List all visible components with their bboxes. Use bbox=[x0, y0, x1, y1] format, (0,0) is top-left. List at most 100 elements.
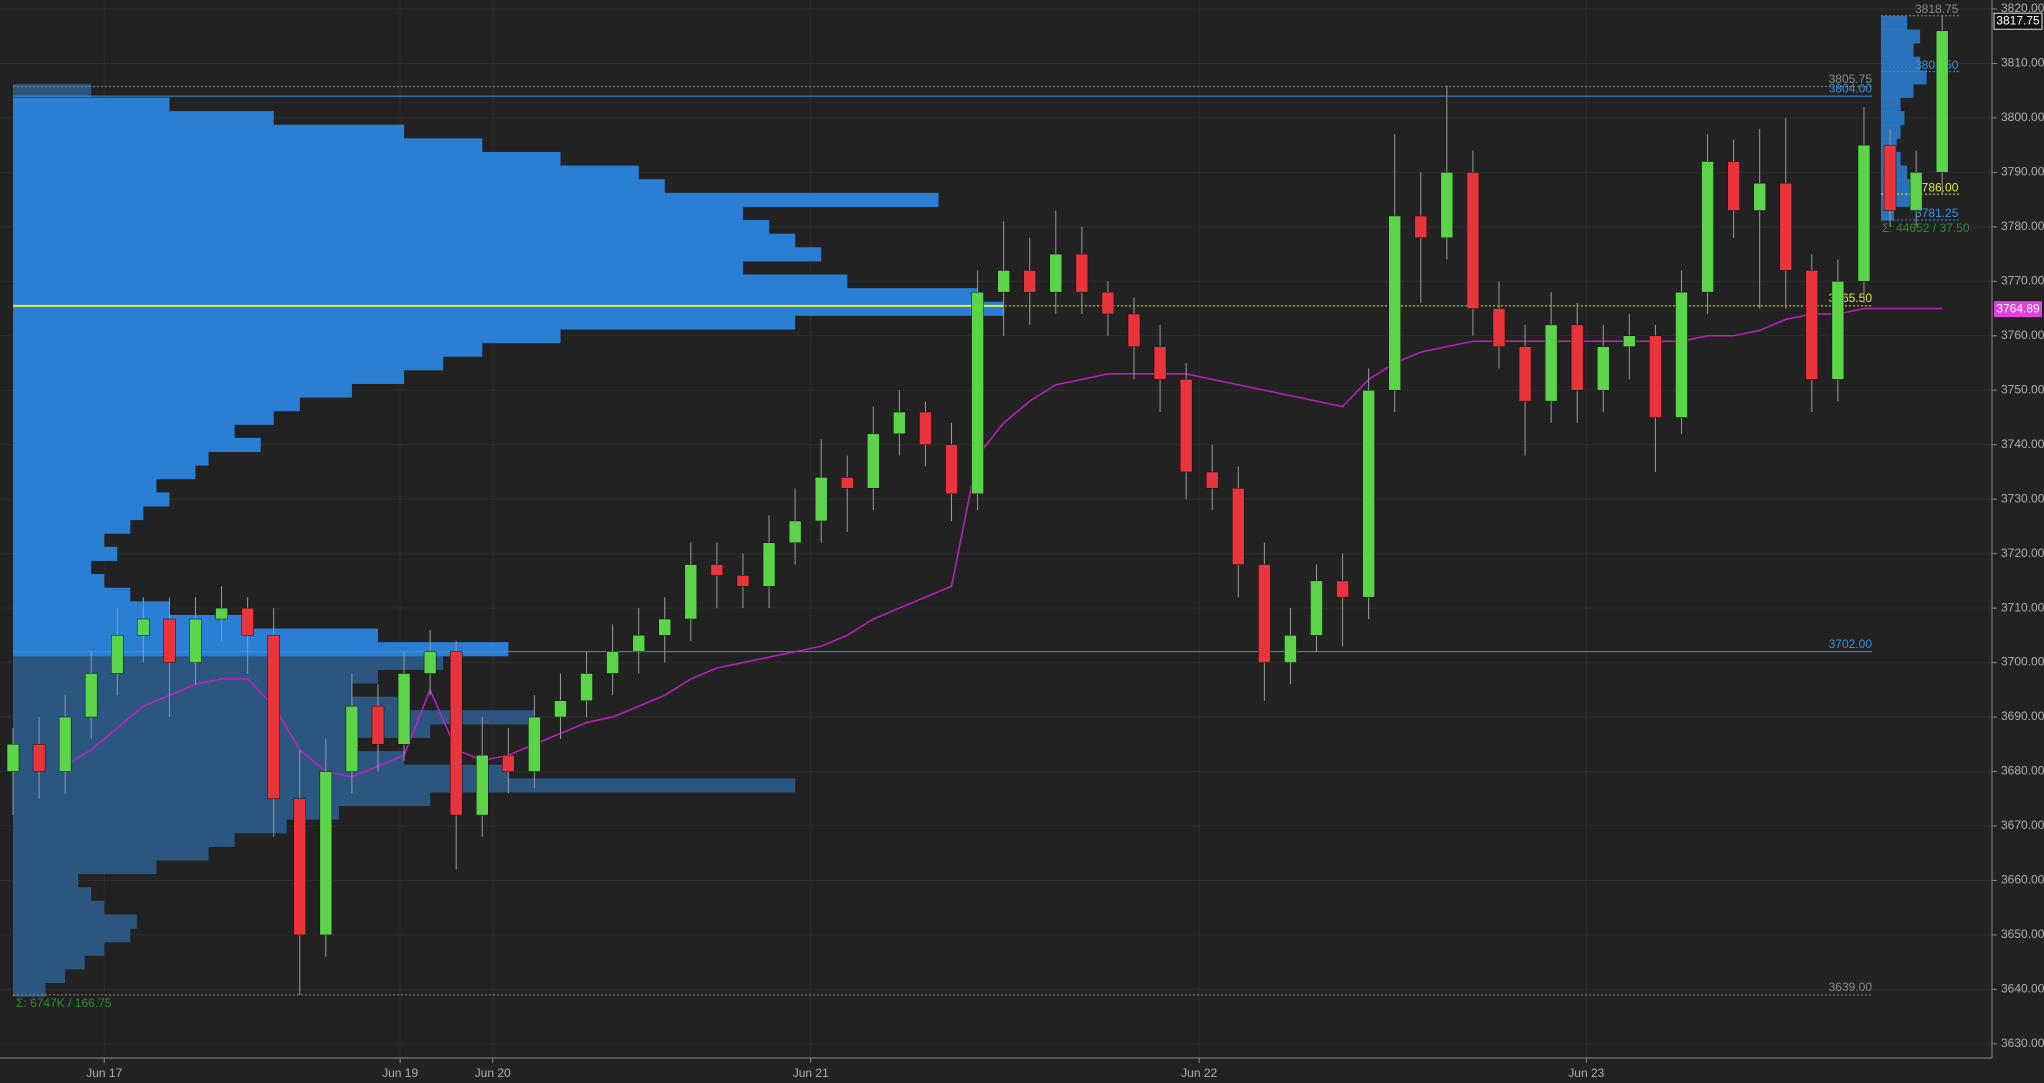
candle-body bbox=[1205, 471, 1219, 489]
price-marker-label: 3817.75 bbox=[1996, 13, 2040, 27]
candle-body bbox=[1362, 389, 1375, 598]
profile-bar bbox=[13, 220, 770, 235]
profile-bar bbox=[13, 819, 287, 834]
level-label: 3639.00 bbox=[1829, 980, 1873, 994]
candle-body bbox=[1544, 324, 1558, 402]
profile-bar bbox=[13, 723, 431, 738]
profile-bar bbox=[13, 546, 118, 561]
profile-bar bbox=[13, 315, 796, 330]
profile-bar bbox=[13, 301, 1004, 316]
profile-bar bbox=[13, 601, 170, 616]
y-tick-label: 3640.00 bbox=[2001, 982, 2044, 996]
profile-bar bbox=[13, 655, 444, 670]
profile-bar bbox=[13, 206, 744, 221]
candle-body bbox=[84, 673, 98, 718]
y-tick-label: 3770.00 bbox=[2001, 273, 2044, 287]
y-tick-label: 3750.00 bbox=[2001, 382, 2044, 396]
candle-body bbox=[215, 607, 228, 620]
candle-body bbox=[1075, 253, 1089, 293]
candle-body bbox=[893, 411, 906, 435]
profile-bar bbox=[13, 574, 105, 589]
candle-body bbox=[1023, 270, 1036, 293]
candle-body bbox=[1570, 324, 1584, 391]
profile-bar bbox=[13, 83, 92, 98]
candle-body bbox=[137, 618, 150, 636]
candle-body bbox=[1727, 161, 1740, 211]
profile-bar bbox=[13, 260, 744, 276]
profile-bar bbox=[13, 955, 85, 970]
candle-body bbox=[1909, 172, 1923, 211]
x-tick-label: Jun 22 bbox=[1181, 1066, 1217, 1080]
x-tick-label: Jun 23 bbox=[1568, 1066, 1604, 1080]
candle-body bbox=[476, 754, 489, 816]
candle-body bbox=[1258, 564, 1271, 663]
profile-bar bbox=[13, 451, 209, 466]
session-profile-bar bbox=[1881, 15, 1908, 30]
profile-bar bbox=[13, 751, 405, 766]
candle-body bbox=[684, 564, 698, 620]
candle-body bbox=[1935, 30, 1949, 173]
candle-body bbox=[736, 575, 750, 587]
candle-body bbox=[1597, 346, 1610, 391]
profile-bar bbox=[13, 288, 978, 303]
candle-body bbox=[710, 564, 724, 576]
candle-body bbox=[528, 716, 541, 772]
session-profile-bar bbox=[1881, 56, 1921, 71]
candle-body bbox=[1649, 335, 1662, 418]
candle-body bbox=[293, 798, 307, 936]
y-tick-label: 3800.00 bbox=[2001, 110, 2044, 124]
session-profile-bar bbox=[1881, 124, 1901, 139]
candle-body bbox=[1466, 172, 1480, 309]
candle-body bbox=[423, 651, 437, 674]
level-label: 3805.75 bbox=[1829, 72, 1873, 86]
profile-bar bbox=[13, 192, 939, 207]
session-profile-bar bbox=[1881, 97, 1901, 112]
session-profile-bar bbox=[1881, 70, 1927, 85]
profile-bar bbox=[13, 791, 431, 807]
price-marker-box bbox=[1994, 301, 2042, 318]
candle-body bbox=[1518, 346, 1532, 402]
candles bbox=[6, 15, 1949, 995]
y-tick-label: 3680.00 bbox=[2001, 764, 2044, 778]
profile-bar bbox=[13, 887, 92, 902]
profile-bar bbox=[13, 328, 561, 344]
session-level-label: 3781.25 bbox=[1915, 206, 1959, 220]
x-tick-label: Jun 19 bbox=[382, 1066, 418, 1080]
session-profile-bar bbox=[1881, 83, 1914, 98]
candle-body bbox=[945, 444, 958, 494]
profile-bar bbox=[13, 560, 92, 575]
y-tick-label: 3720.00 bbox=[2001, 546, 2044, 560]
profile-bar bbox=[13, 778, 796, 793]
profile-bar bbox=[13, 356, 444, 371]
candle-body bbox=[1857, 144, 1871, 282]
profile-bar bbox=[13, 383, 352, 398]
profile-bar bbox=[13, 873, 79, 888]
candle-body bbox=[971, 291, 984, 494]
y-tick-label: 3690.00 bbox=[2001, 709, 2044, 723]
y-tick-label: 3650.00 bbox=[2001, 927, 2044, 941]
profile-bar bbox=[13, 151, 561, 167]
profile-bar bbox=[13, 465, 196, 480]
candle-body bbox=[345, 705, 359, 772]
candle-body bbox=[1310, 580, 1323, 636]
profile-bar bbox=[13, 165, 639, 180]
session-profile-bar bbox=[1881, 29, 1921, 44]
candle-body bbox=[319, 771, 333, 936]
profile-bar bbox=[13, 642, 509, 657]
y-tick-label: 3730.00 bbox=[2001, 491, 2044, 505]
profile-bar bbox=[13, 274, 848, 289]
candle-body bbox=[58, 716, 72, 772]
y-tick-label: 3780.00 bbox=[2001, 219, 2044, 233]
x-tick-label: Jun 20 bbox=[475, 1066, 511, 1080]
profile-bar bbox=[13, 437, 261, 453]
profile-bar bbox=[13, 410, 274, 425]
profile-bar bbox=[13, 97, 170, 112]
candle-body bbox=[1831, 281, 1845, 380]
candle-body bbox=[919, 411, 932, 445]
y-tick-label: 3700.00 bbox=[2001, 655, 2044, 669]
candle-body bbox=[788, 520, 802, 544]
profile-bar bbox=[13, 900, 105, 915]
candle-body bbox=[606, 651, 619, 674]
profile-bar bbox=[13, 587, 131, 602]
profile-bar bbox=[13, 805, 339, 820]
